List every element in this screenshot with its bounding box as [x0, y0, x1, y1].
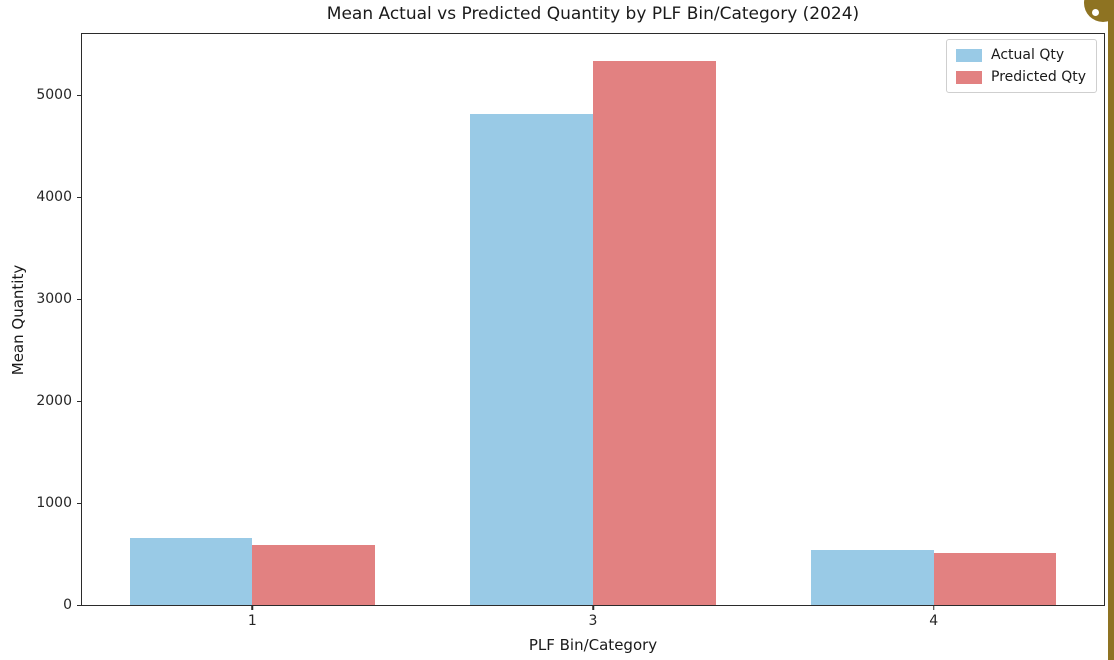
- legend-item-predicted-qty: Predicted Qty: [956, 69, 1086, 85]
- legend-swatch-predicted-qty: [956, 70, 983, 84]
- plot-area: Actual Qty Predicted Qty 1 3 4 0 1000 2000 300…: [36, 33, 1105, 629]
- x-tick-mark: [251, 605, 254, 610]
- y-tick-mark: [77, 604, 82, 606]
- x-tick-mark: [592, 605, 594, 610]
- y-tick-mark: [77, 298, 82, 301]
- legend-swatch-actual-qty: [956, 48, 983, 62]
- y-tick-mark: [77, 400, 82, 403]
- window-border-right: [1108, 0, 1114, 660]
- y-tick-label: 4000: [36, 189, 72, 206]
- x-tick-label: 4: [929, 613, 939, 629]
- y-axis-label: Mean Quantity: [9, 264, 27, 376]
- y-tick-label: 5000: [36, 87, 72, 104]
- bar-actual-qty-cat-4: [811, 549, 934, 605]
- y-tick-label: 2000: [36, 393, 72, 410]
- x-tick-label: 3: [588, 613, 598, 629]
- bar-actual-qty-cat-3: [470, 113, 593, 605]
- chart-title: Mean Actual vs Predicted Quantity by PLF…: [326, 4, 860, 24]
- y-tick-label: 0: [63, 597, 72, 613]
- bar-predicted-qty-cat-3: [593, 60, 716, 605]
- x-tick-label: 1: [247, 613, 257, 629]
- legend-item-actual-qty: Actual Qty: [956, 47, 1086, 63]
- x-tick-mark: [932, 605, 935, 610]
- x-axis-label: PLF Bin/Category: [528, 636, 658, 654]
- badge-dot-icon: [1092, 9, 1099, 16]
- bar-actual-qty-cat-1: [129, 538, 253, 605]
- bar-predicted-qty-cat-4: [933, 553, 1057, 605]
- legend-label-actual-qty: Actual Qty: [991, 47, 1065, 63]
- y-tick-label: 3000: [36, 291, 72, 308]
- bar-predicted-qty-cat-1: [252, 545, 375, 605]
- y-tick-label: 1000: [36, 495, 72, 512]
- y-tick-mark: [77, 502, 82, 505]
- y-tick-mark: [77, 94, 82, 97]
- corner-badge[interactable]: [1084, 0, 1114, 22]
- legend: Actual Qty Predicted Qty: [946, 39, 1097, 93]
- legend-label-predicted-qty: Predicted Qty: [991, 69, 1086, 85]
- y-tick-mark: [77, 196, 82, 199]
